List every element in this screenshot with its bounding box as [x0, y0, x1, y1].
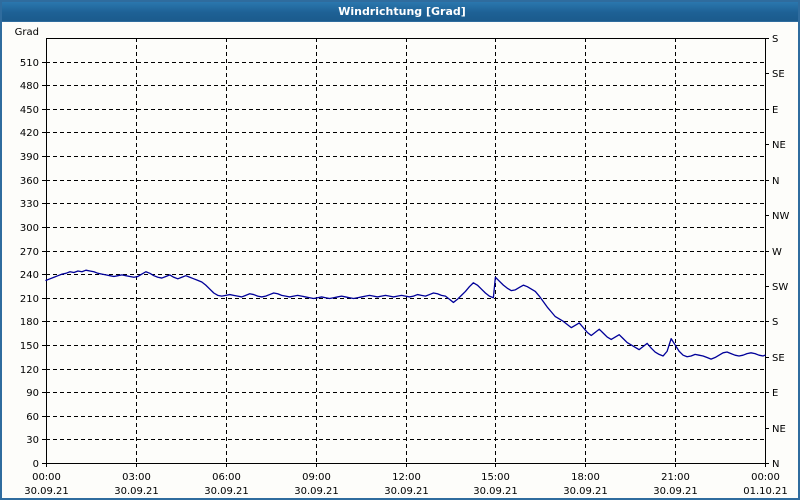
y-axis-left-tick-label: 510 — [20, 58, 39, 69]
y-axis-left-tick-label: 90 — [26, 388, 39, 399]
y-axis-right-tick-label: N — [772, 176, 779, 187]
y-axis-left-tick-label: 120 — [20, 365, 39, 376]
y-axis-right-tick-label: SW — [772, 282, 788, 293]
y-axis-left-tick-label: 360 — [20, 176, 39, 187]
x-axis-date-label: 30.09.21 — [384, 486, 429, 497]
y-axis-right-tick-label: SE — [772, 353, 785, 364]
y-axis-right-tick-label: NW — [772, 211, 789, 222]
y-axis-title: Grad — [15, 27, 39, 38]
tick-marks — [42, 38, 769, 467]
x-axis-date-label: 30.09.21 — [653, 486, 698, 497]
y-axis-left-tick-label: 480 — [20, 81, 39, 92]
plot-frame — [46, 38, 766, 464]
y-axis-left-tick-label: 0 — [33, 459, 39, 470]
y-axis-left-tick-label: 210 — [20, 294, 39, 305]
y-axis-left-tick-label: 420 — [20, 128, 39, 139]
x-axis-time-label: 12:00 — [392, 472, 421, 483]
x-axis-time-label: 21:00 — [661, 472, 690, 483]
x-axis-date-label: 30.09.21 — [563, 486, 608, 497]
y-axis-right-tick-label: E — [772, 105, 778, 116]
y-axis-left-tick-label: 330 — [20, 199, 39, 210]
y-axis-right-tick-label: NE — [772, 140, 786, 151]
x-axis-time-label: 15:00 — [481, 472, 510, 483]
x-axis-date-label: 01.10.21 — [743, 486, 788, 497]
x-axis-time-label: 18:00 — [571, 472, 600, 483]
x-axis-date-label: 30.09.21 — [24, 486, 69, 497]
x-axis-time-label: 03:00 — [122, 472, 151, 483]
y-axis-right-tick-label: NE — [772, 424, 786, 435]
y-axis-right-tick-label: N — [772, 459, 779, 470]
y-axis-right-tick-label: W — [772, 247, 782, 258]
window-title: Windrichtung [Grad] — [338, 5, 466, 18]
data-series — [45, 269, 766, 360]
y-axis-left-tick-label: 390 — [20, 152, 39, 163]
x-axis-date-label: 30.09.21 — [294, 486, 339, 497]
axis-labels: 0 30 60 90 120 150 180 210 240 270 300 330 360 390 420… — [15, 27, 790, 497]
y-axis-right-tick-label: S — [772, 317, 778, 328]
x-axis-time-label: 09:00 — [302, 472, 331, 483]
window-titlebar: Windrichtung [Grad] — [2, 2, 798, 22]
x-axis-date-label: 30.09.21 — [204, 486, 249, 497]
y-axis-left-tick-label: 450 — [20, 105, 39, 116]
y-axis-left-tick-label: 270 — [20, 247, 39, 258]
wind-direction-line-chart: 0 30 60 90 120 150 180 210 240 270 300 330 360 390 420… — [15, 27, 790, 497]
series-line-windrichtung — [45, 269, 766, 360]
y-axis-left-tick-label: 60 — [26, 412, 39, 423]
chart-canvas: 0 30 60 90 120 150 180 210 240 270 300 330 360 390 420… — [2, 23, 798, 498]
y-axis-right-tick-label: E — [772, 388, 778, 399]
y-axis-left-tick-label: 150 — [20, 341, 39, 352]
y-axis-right-tick-label: SE — [772, 69, 785, 80]
y-axis-right-tick-label: S — [772, 34, 778, 45]
x-axis-time-label: 00:00 — [32, 472, 61, 483]
y-axis-left-tick-label: 30 — [26, 435, 39, 446]
gridlines — [46, 38, 765, 463]
x-axis-date-label: 30.09.21 — [114, 486, 159, 497]
x-axis-date-label: 30.09.21 — [473, 486, 518, 497]
x-axis-time-label: 06:00 — [212, 472, 241, 483]
y-axis-left-tick-label: 300 — [20, 223, 39, 234]
y-axis-left-tick-label: 240 — [20, 270, 39, 281]
x-axis-time-label: 00:00 — [751, 472, 780, 483]
y-axis-left-tick-label: 180 — [20, 317, 39, 328]
